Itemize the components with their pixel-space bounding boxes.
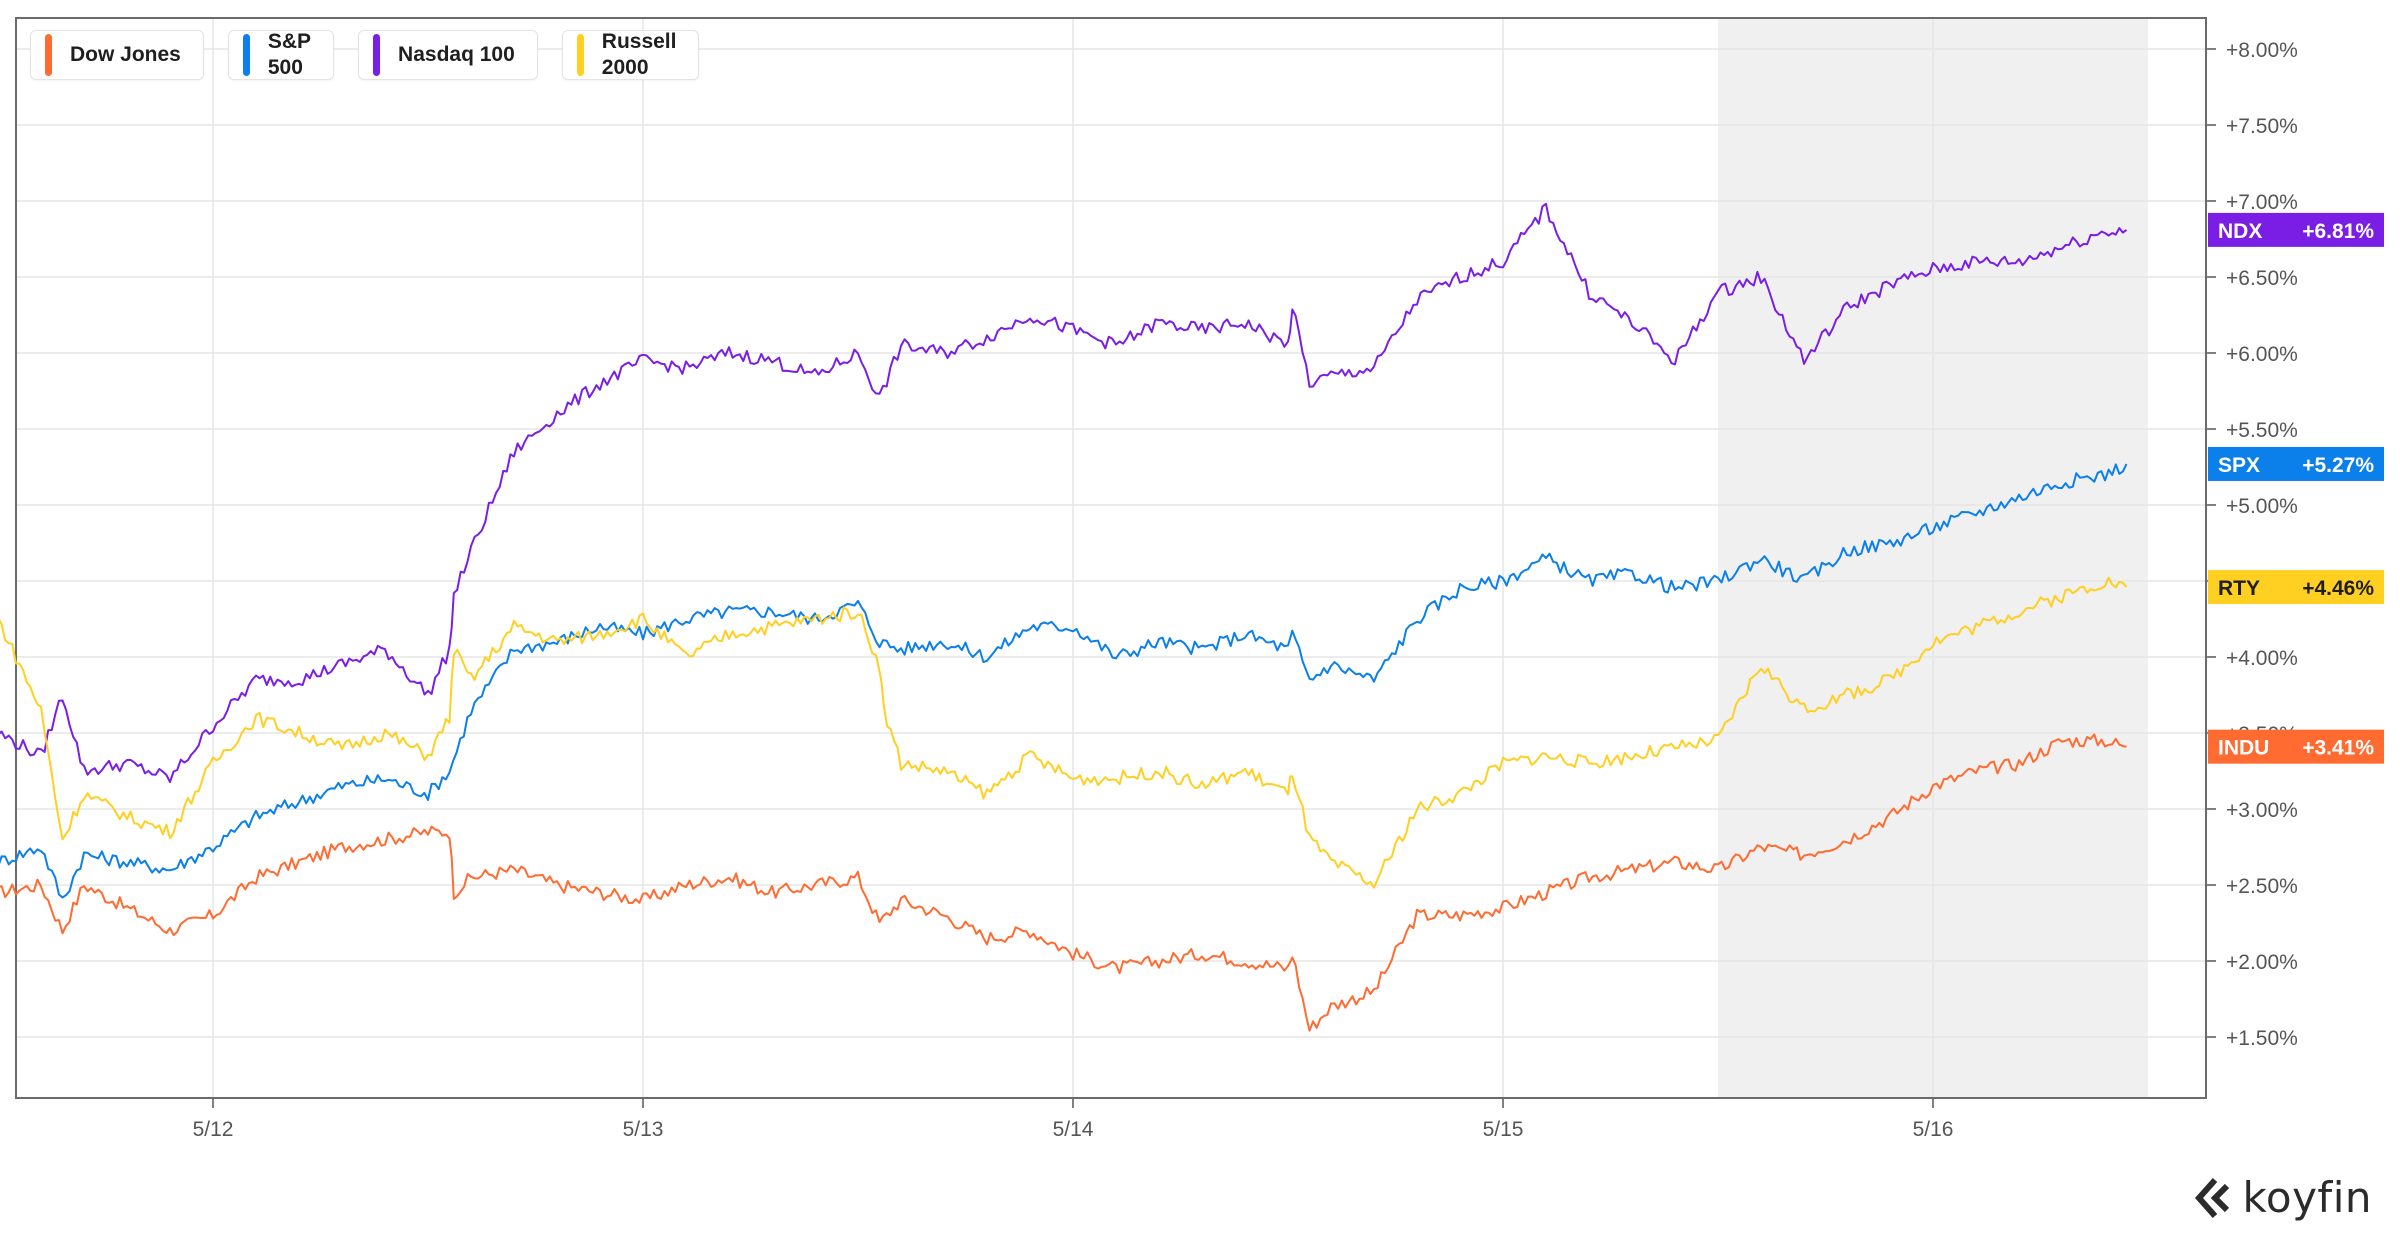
legend-item-russell-2000[interactable]: Russell 2000 [561,30,700,80]
x-tick-label: 5/16 [1913,1118,1954,1141]
legend-label-russell-2000: Russell 2000 [601,30,677,79]
brand-name: koyfin [2242,1173,2372,1222]
end-label-box-spx [2208,446,2384,481]
end-label-value-rty: +4.46% [2302,577,2374,600]
legend-label-dow-jones: Dow Jones [70,43,181,66]
legend-swatch-dow-jones [45,34,52,76]
legend: Dow Jones S&P 500 Nasdaq 100 Russell 200… [30,30,700,80]
y-tick-label: +6.50% [2226,267,2298,290]
end-label-box-ndx [2208,212,2384,247]
legend-swatch-russell-2000 [576,34,584,76]
y-tick-label: +6.00% [2226,343,2298,366]
y-tick-label: +2.00% [2226,951,2298,974]
end-label-value-spx: +5.27% [2302,454,2374,477]
koyfin-logo-icon [2194,1177,2229,1218]
legend-label-sp-500: S&P 500 [267,30,312,79]
end-label-box-indu [2208,729,2384,764]
plot-frame [15,17,2207,1099]
series-line-rty [0,576,2128,889]
y-tick-label: +3.00% [2226,799,2298,822]
series-line-spx [0,463,2128,899]
end-label-ticker-spx: SPX [2218,454,2260,477]
end-label-ticker-ndx: NDX [2218,220,2262,243]
x-tick-label: 5/13 [623,1118,664,1141]
end-label-ticker-rty: RTY [2218,577,2260,600]
y-tick-label: +1.50% [2226,1027,2298,1050]
y-tick-label: +7.00% [2226,191,2298,214]
koyfin-logo[interactable]: koyfin [2193,1173,2372,1222]
series-line-ndx [0,202,2128,783]
end-label-value-indu: +3.41% [2302,737,2374,760]
y-tick-label: +5.50% [2226,419,2298,442]
end-label-ticker-indu: INDU [2218,737,2269,760]
y-tick-label: +7.50% [2226,115,2298,138]
legend-swatch-nasdaq-100 [373,34,381,76]
y-tick-label: +5.00% [2226,495,2298,518]
legend-item-nasdaq-100[interactable]: Nasdaq 100 [358,30,538,80]
x-tick-label: 5/12 [193,1118,234,1141]
x-tick-label: 5/15 [1483,1118,1524,1141]
end-label-value-ndx: +6.81% [2302,220,2374,243]
legend-swatch-sp-500 [242,34,250,76]
x-tick-label: 5/14 [1053,1118,1094,1141]
y-tick-label: +4.00% [2226,647,2298,670]
end-label-box-rty [2208,570,2384,605]
y-tick-label: +8.00% [2226,39,2298,62]
legend-label-nasdaq-100: Nasdaq 100 [398,43,515,66]
legend-item-dow-jones[interactable]: Dow Jones [30,30,204,80]
y-tick-label: +2.50% [2226,875,2298,898]
legend-item-sp-500[interactable]: S&P 500 [227,30,335,80]
series-line-indu [0,733,2127,1032]
